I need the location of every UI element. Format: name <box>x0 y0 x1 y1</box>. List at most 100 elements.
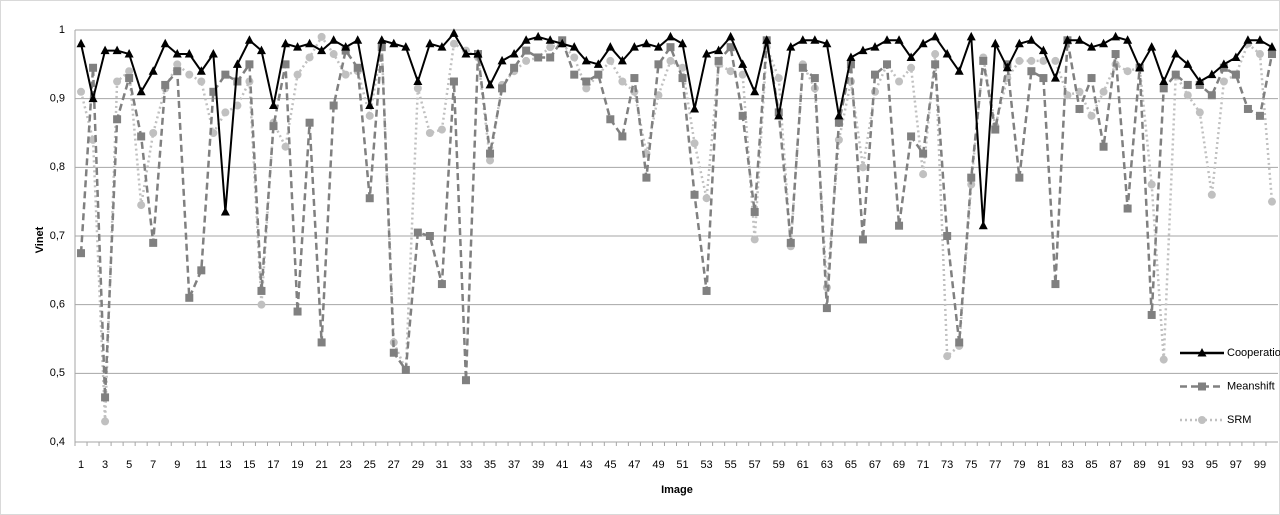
point <box>113 115 122 124</box>
point <box>593 59 603 68</box>
point <box>955 338 964 347</box>
x-tick-label: 15 <box>243 459 255 471</box>
point <box>858 163 867 172</box>
x-tick-label: 65 <box>845 459 857 471</box>
point <box>1123 35 1133 44</box>
point <box>1123 67 1132 76</box>
point <box>305 38 315 48</box>
point <box>473 49 483 58</box>
point <box>1255 111 1264 120</box>
point <box>606 115 615 124</box>
point <box>221 70 230 79</box>
point <box>401 42 411 51</box>
point <box>401 365 410 374</box>
point <box>185 70 194 79</box>
x-tick-label: 13 <box>219 459 231 471</box>
x-tick-label: 31 <box>436 459 448 471</box>
x-tick-label: 89 <box>1134 459 1146 471</box>
point <box>245 60 254 69</box>
point <box>1147 180 1156 189</box>
point <box>1267 50 1276 59</box>
x-tick-label: 45 <box>604 459 616 471</box>
point <box>137 201 146 210</box>
point <box>244 35 254 44</box>
x-tick-label: 81 <box>1037 459 1049 471</box>
y-tick-label: 1 <box>59 24 65 36</box>
point <box>221 108 230 117</box>
point <box>1051 280 1060 289</box>
point <box>1183 91 1192 100</box>
point <box>256 45 266 55</box>
point <box>557 38 567 48</box>
point <box>1087 42 1097 51</box>
x-tick-label: 59 <box>773 459 785 471</box>
x-tick-label: 7 <box>150 459 156 471</box>
point <box>750 235 759 244</box>
y-tick-label: 0,4 <box>50 436 65 448</box>
point <box>774 110 784 120</box>
point <box>329 35 339 44</box>
x-tick-label: 39 <box>532 459 544 471</box>
point <box>642 173 651 182</box>
point <box>594 70 603 79</box>
x-tick-label: 93 <box>1182 459 1194 471</box>
x-tick-label: 47 <box>628 459 640 471</box>
point <box>858 235 867 244</box>
series-line <box>80 31 1273 226</box>
point <box>653 42 663 51</box>
point <box>173 67 182 76</box>
legend-label: Cooperation <box>1227 347 1280 359</box>
point <box>425 129 434 137</box>
point <box>1075 104 1084 113</box>
point <box>822 304 831 313</box>
series-line <box>79 34 1274 422</box>
legend-marker <box>1198 382 1206 391</box>
point <box>101 393 110 402</box>
point <box>810 35 820 44</box>
point <box>1207 69 1217 79</box>
point <box>569 42 579 51</box>
point <box>317 338 326 347</box>
point <box>449 28 459 37</box>
point <box>77 249 86 258</box>
point <box>978 220 988 230</box>
point <box>846 60 855 69</box>
point <box>702 286 711 295</box>
point <box>1183 80 1192 89</box>
point <box>617 55 627 65</box>
point <box>377 43 386 52</box>
point <box>702 194 711 203</box>
point <box>750 86 760 96</box>
point <box>907 63 916 72</box>
x-axis-title: Image <box>661 484 693 496</box>
point <box>1015 56 1024 65</box>
point <box>305 118 314 127</box>
point <box>582 77 591 86</box>
point <box>546 43 555 52</box>
point <box>967 173 976 182</box>
x-tick-label: 61 <box>797 459 809 471</box>
x-tick-label: 79 <box>1013 459 1025 471</box>
point <box>425 232 434 240</box>
point <box>510 63 519 72</box>
point <box>1159 76 1169 85</box>
point <box>522 56 531 65</box>
point <box>606 56 615 65</box>
point <box>930 31 940 41</box>
point <box>678 74 687 83</box>
x-tick-label: 67 <box>869 459 881 471</box>
x-tick-label: 29 <box>412 459 424 471</box>
point <box>220 206 230 216</box>
point <box>1243 35 1253 44</box>
point <box>726 43 735 52</box>
point <box>954 66 964 75</box>
point <box>233 101 242 110</box>
point <box>353 35 363 44</box>
point <box>943 232 952 240</box>
point <box>209 87 218 96</box>
point <box>1099 142 1108 151</box>
point <box>293 70 302 79</box>
point <box>185 293 194 302</box>
point <box>1027 67 1036 76</box>
point <box>666 43 675 52</box>
